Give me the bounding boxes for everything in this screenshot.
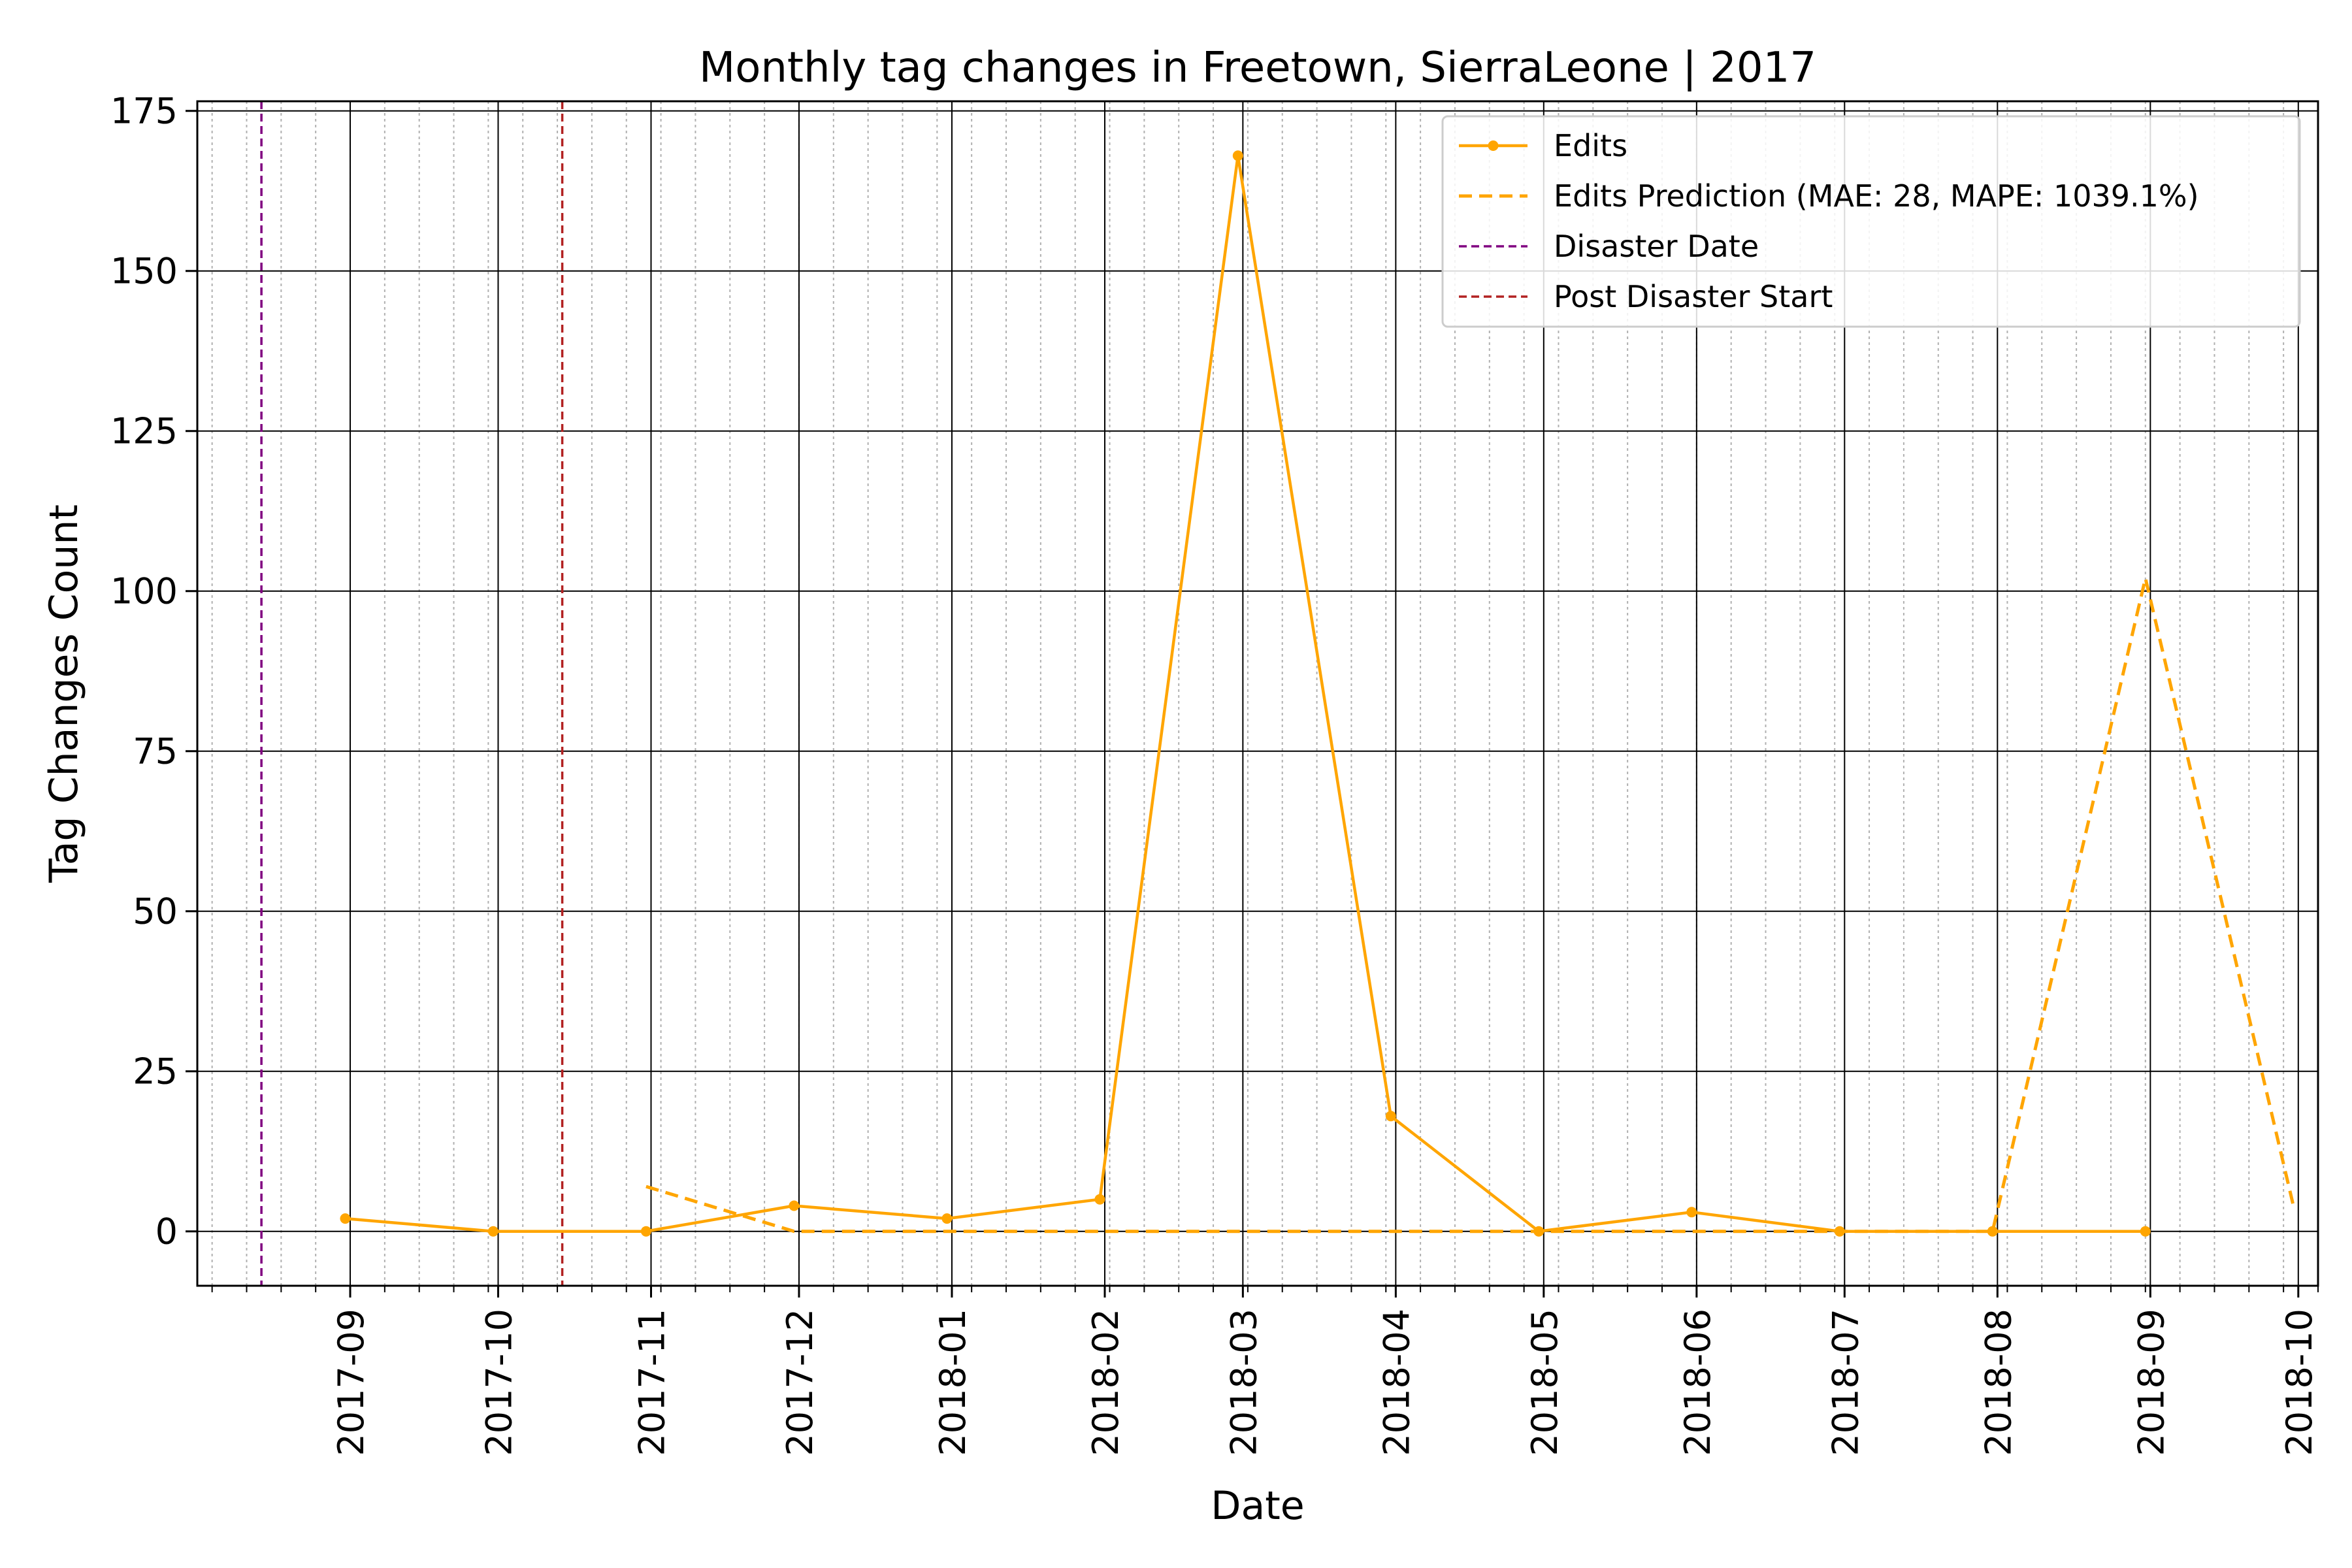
data-point [2140,1226,2151,1237]
data-point [789,1200,800,1211]
x-tick-label: 2018-01 [932,1309,973,1456]
data-point [1232,150,1243,161]
legend-label: Edits [1554,128,1627,163]
series-line-prediction [645,576,2295,1233]
data-point [1094,1194,1105,1205]
data-point [487,1226,498,1237]
x-tick-label: 2018-09 [2131,1309,2172,1456]
x-tick-label: 2018-04 [1376,1309,1417,1456]
y-tick-label: 75 [133,731,178,772]
axis-ticks: 0 25 50 75 100 125 150 175 2017-09 2017-10 2017-11… [110,91,2320,1456]
y-tick-label: 175 [110,91,178,132]
legend-label: Disaster Date [1554,229,1759,264]
chart-title: Monthly tag changes in Freetown, SierraL… [699,44,1816,92]
data-point [941,1213,953,1224]
x-tick-label: 2018-05 [1524,1309,1565,1456]
x-tick-label: 2017-10 [478,1309,519,1456]
data-point [640,1226,651,1237]
data-point [340,1213,351,1224]
legend-box [1441,115,2301,328]
x-tick-label: 2017-12 [779,1309,821,1456]
y-tick-label: 50 [133,891,178,932]
x-tick-label: 2018-08 [1978,1309,2019,1456]
legend: Edits Edits Prediction (MAE: 28, MAPE: 10… [1441,115,2301,328]
legend-label: Post Disaster Start [1554,279,1833,314]
plot-frame [196,100,2319,1287]
x-tick-label: 2017-09 [331,1309,372,1456]
x-tick-label: 2018-02 [1085,1309,1126,1456]
series-group [340,150,2295,1237]
y-tick-label: 25 [133,1051,178,1092]
x-axis-label: Date [1211,1483,1304,1529]
y-tick-label: 125 [110,411,178,452]
y-tick-label: 0 [155,1211,178,1252]
legend-marker [1488,140,1499,151]
x-tick-label: 2018-03 [1223,1309,1264,1456]
x-tick-label: 2018-07 [1825,1309,1866,1456]
y-tick-label: 150 [110,251,178,292]
data-point [1385,1111,1396,1122]
legend-label: Edits Prediction (MAE: 28, MAPE: 1039.1%… [1554,178,2199,214]
x-tick-label: 2017-11 [631,1309,672,1456]
major-grid [197,101,2318,1286]
y-axis-label: Tag Changes Count [41,504,87,883]
x-tick-label: 2018-10 [2279,1309,2320,1456]
y-tick-label: 100 [110,571,178,612]
x-tick-label: 2018-06 [1677,1309,1718,1456]
data-point [1686,1207,1697,1218]
reference-lines [260,101,564,1286]
data-point [1987,1226,1998,1237]
